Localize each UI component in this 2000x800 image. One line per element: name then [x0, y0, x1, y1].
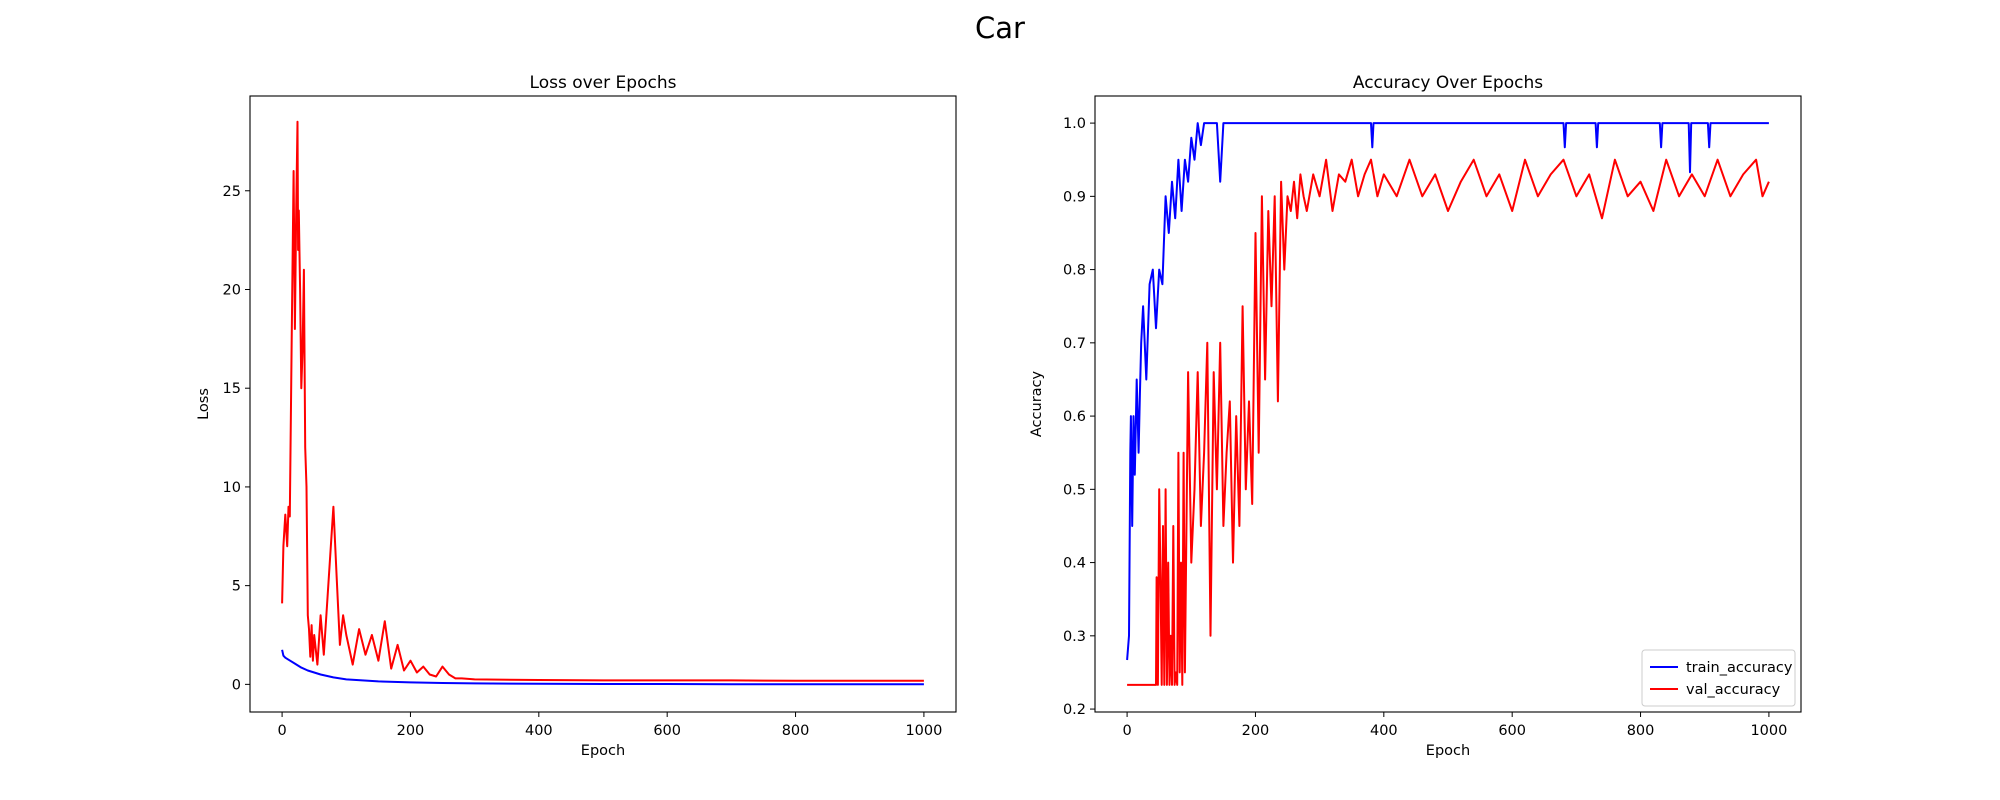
axes-frame	[249, 95, 957, 713]
series-group	[1126, 122, 1770, 686]
x-tick-label: 200	[397, 723, 425, 739]
x-axis-label: Epoch	[1426, 743, 1470, 759]
legend-label-train-accuracy: train_accuracy	[1686, 660, 1793, 676]
plot-title: Accuracy Over Epochs	[1353, 73, 1543, 93]
x-tick-label: 800	[1627, 723, 1655, 739]
legend-label-val-accuracy: val_accuracy	[1686, 682, 1781, 698]
y-tick-label: 0.4	[1063, 556, 1086, 572]
train-accuracy-line	[1126, 122, 1769, 661]
legend: train_accuracy val_accuracy	[1641, 649, 1796, 707]
y-tick-label: 20	[223, 282, 241, 298]
axes-frame	[1094, 95, 1802, 713]
y-tick-label: 0.5	[1063, 482, 1086, 498]
y-tick-label: 0.3	[1063, 629, 1086, 645]
val-accuracy-line	[1127, 158, 1770, 686]
x-axis-label: Epoch	[581, 743, 625, 759]
x-tick-label: 400	[525, 723, 553, 739]
x-tick-label: 800	[782, 723, 810, 739]
y-tick-label: 5	[232, 579, 241, 595]
x-tick-label: 600	[1498, 723, 1526, 739]
y-tick-label: 15	[223, 381, 241, 397]
y-tick-label: 0.6	[1063, 409, 1086, 425]
y-tick-label: 0.9	[1063, 189, 1086, 205]
x-tick-label: 200	[1242, 723, 1270, 739]
plot-title: Loss over Epochs	[530, 73, 677, 93]
y-tick-label: 10	[223, 480, 241, 496]
series-1-line	[281, 120, 924, 682]
loss-chart: Loss over Epochs 0 200 400 600 800 1000 0 5 10 15 2…	[196, 73, 957, 759]
series-group	[281, 120, 924, 686]
x-tick-label: 0	[1122, 723, 1131, 739]
y-tick-label: 0.8	[1063, 263, 1086, 279]
y-tick-label: 1.0	[1063, 116, 1086, 132]
y-axis-label: Loss	[196, 388, 212, 420]
y-tick-label: 0	[232, 677, 241, 693]
series-0-line	[281, 649, 924, 686]
legend-box	[1641, 649, 1796, 707]
x-tick-label: 400	[1370, 723, 1398, 739]
accuracy-chart: Accuracy Over Epochs 0 200 400 600 800 1000 0.2…	[1029, 73, 1802, 759]
y-tick-label: 0.2	[1063, 702, 1086, 718]
y-tick-label: 25	[223, 184, 241, 200]
figure-title: Car	[975, 11, 1025, 45]
y-tick-label: 0.7	[1063, 336, 1086, 352]
x-tick-label: 0	[277, 723, 286, 739]
y-axis-label: Accuracy	[1029, 370, 1045, 437]
x-tick-label: 1000	[905, 723, 942, 739]
x-tick-label: 600	[653, 723, 681, 739]
x-tick-label: 1000	[1750, 723, 1787, 739]
